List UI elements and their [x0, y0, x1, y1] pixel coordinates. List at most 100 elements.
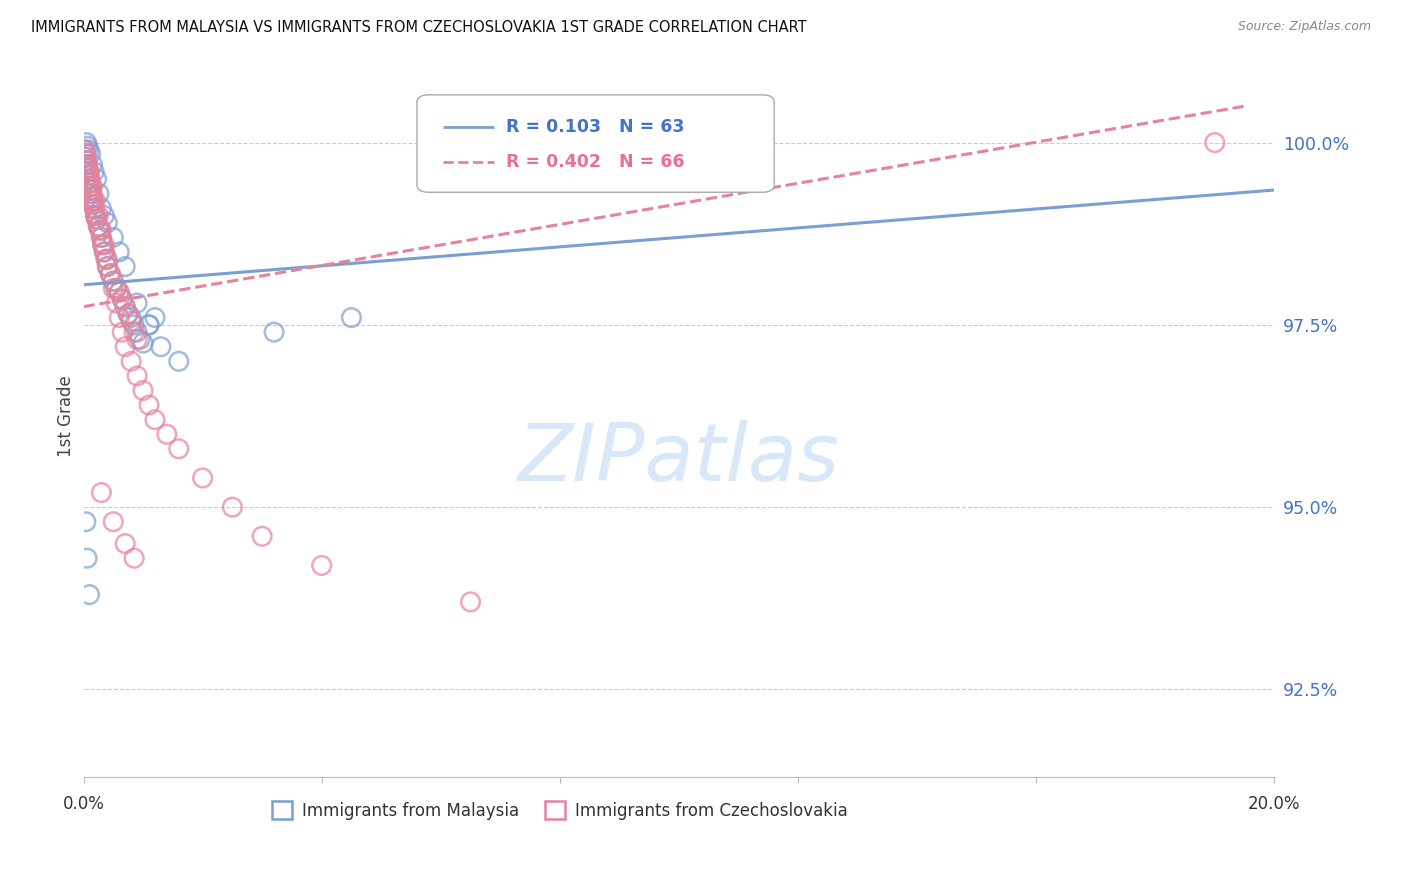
Point: [138, 318, 160, 332]
Point: [76, 153, 98, 168]
Y-axis label: 1st Grade: 1st Grade: [58, 376, 75, 457]
Point: [79, 179, 101, 194]
Point: [76, 551, 98, 566]
Point: [96, 260, 118, 274]
Point: [75, 150, 97, 164]
Point: [83, 197, 105, 211]
Point: [122, 318, 145, 332]
Point: [167, 442, 190, 456]
Point: [90, 223, 112, 237]
Point: [79, 179, 101, 194]
Point: [76, 157, 98, 171]
Point: [82, 190, 104, 204]
Point: [83, 165, 105, 179]
Point: [129, 333, 152, 347]
Point: [75, 146, 97, 161]
Point: [108, 285, 131, 299]
Point: [76, 161, 98, 175]
Point: [117, 307, 139, 321]
Point: [84, 209, 107, 223]
Point: [79, 176, 101, 190]
Text: R = 0.103   N = 63: R = 0.103 N = 63: [506, 118, 685, 136]
Point: [311, 558, 333, 573]
Point: [98, 267, 121, 281]
Point: [156, 427, 179, 442]
Point: [94, 252, 117, 267]
Point: [127, 368, 149, 383]
Point: [103, 281, 125, 295]
Point: [80, 183, 103, 197]
Point: [103, 274, 125, 288]
Point: [90, 201, 112, 215]
Point: [73, 143, 96, 157]
Point: [122, 325, 145, 339]
Text: Source: ZipAtlas.com: Source: ZipAtlas.com: [1237, 20, 1371, 33]
Point: [90, 230, 112, 244]
Point: [143, 412, 166, 426]
Text: IMMIGRANTS FROM MALAYSIA VS IMMIGRANTS FROM CZECHOSLOVAKIA 1ST GRADE CORRELATION: IMMIGRANTS FROM MALAYSIA VS IMMIGRANTS F…: [31, 20, 807, 35]
Point: [76, 157, 98, 171]
Point: [86, 212, 108, 227]
Point: [114, 300, 136, 314]
Point: [105, 281, 128, 295]
Point: [98, 267, 121, 281]
Point: [108, 244, 131, 259]
Point: [75, 150, 97, 164]
Point: [111, 293, 134, 307]
Point: [117, 307, 139, 321]
Point: [263, 325, 285, 339]
Point: [77, 143, 100, 157]
Point: [86, 172, 108, 186]
Point: [76, 153, 98, 168]
Point: [114, 300, 136, 314]
Point: [75, 515, 97, 529]
Point: [87, 209, 110, 223]
Legend: Immigrants from Malaysia, Immigrants from Czechoslovakia: Immigrants from Malaysia, Immigrants fro…: [266, 795, 853, 826]
Point: [122, 551, 145, 566]
Point: [94, 252, 117, 267]
Point: [191, 471, 214, 485]
Point: [98, 267, 121, 281]
Point: [87, 186, 110, 201]
Point: [132, 336, 155, 351]
Point: [87, 219, 110, 234]
Text: R = 0.402   N = 66: R = 0.402 N = 66: [506, 153, 685, 170]
Point: [108, 285, 131, 299]
Point: [79, 176, 101, 190]
Point: [82, 194, 104, 208]
Point: [120, 310, 142, 325]
Point: [75, 146, 97, 161]
Point: [111, 325, 134, 339]
Point: [93, 244, 115, 259]
Point: [79, 172, 101, 186]
Point: [138, 398, 160, 412]
Point: [90, 230, 112, 244]
Point: [84, 209, 107, 223]
Point: [1204, 136, 1226, 150]
Text: 0.0%: 0.0%: [63, 795, 104, 813]
Point: [82, 190, 104, 204]
Point: [76, 161, 98, 175]
Point: [340, 310, 363, 325]
Point: [76, 136, 98, 150]
Point: [114, 536, 136, 550]
Point: [77, 169, 100, 183]
Point: [73, 143, 96, 157]
Point: [149, 340, 172, 354]
Point: [127, 296, 149, 310]
Point: [96, 216, 118, 230]
Point: [108, 310, 131, 325]
Point: [82, 157, 104, 171]
Point: [91, 237, 114, 252]
Point: [132, 384, 155, 398]
Point: [90, 485, 112, 500]
Point: [167, 354, 190, 368]
Point: [93, 244, 115, 259]
Point: [79, 146, 101, 161]
Point: [103, 274, 125, 288]
Point: [221, 500, 243, 515]
Point: [105, 281, 128, 295]
Point: [84, 194, 107, 208]
Point: [77, 165, 100, 179]
Point: [83, 201, 105, 215]
